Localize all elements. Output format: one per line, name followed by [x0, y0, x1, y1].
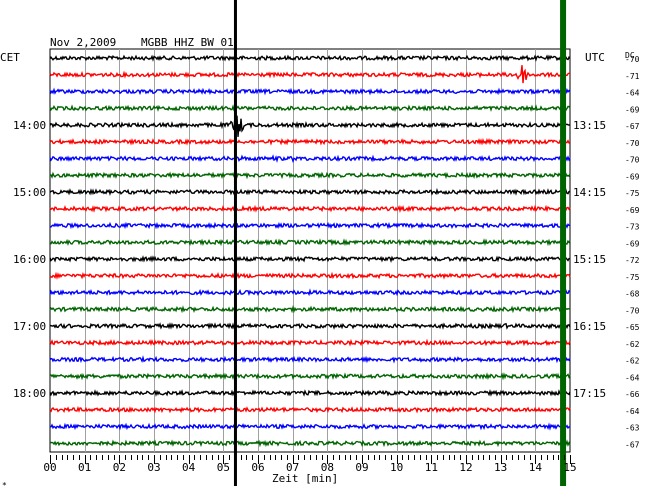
x-tick-label: 07: [286, 461, 299, 474]
dc-value: -65: [625, 323, 640, 332]
left-time-label: 15:00: [13, 186, 46, 199]
x-axis-ticks: 00 01 02 03 04 05 06 07 08 09 10 11 12 13 14 15: [43, 455, 577, 474]
trace-row-8: [49, 171, 571, 180]
chart-date: Nov 2,2009: [50, 36, 116, 49]
x-tick-label: 12: [459, 461, 472, 474]
dc-value: -62: [625, 340, 640, 349]
trace-row-3: [49, 87, 571, 96]
right-timezone-label: UTC: [585, 51, 605, 64]
dc-value: -62: [625, 357, 640, 366]
right-time-label: 13:15: [573, 119, 606, 132]
trace-row-10: [49, 204, 571, 213]
x-tick-label: 08: [321, 461, 334, 474]
left-time-label: 18:00: [13, 387, 46, 400]
dc-value: -71: [625, 72, 640, 81]
trace-row-1: [49, 54, 571, 62]
x-tick-label: 14: [529, 461, 543, 474]
dc-value: -73: [625, 223, 640, 232]
grid: [49, 48, 571, 453]
trace-row-24: [49, 439, 571, 448]
dc-value: -69: [625, 239, 640, 248]
right-time-label: 17:15: [573, 387, 606, 400]
dc-value: -68: [625, 290, 640, 299]
dc-value: -70: [625, 55, 640, 64]
trace-row-15: [49, 288, 571, 297]
dc-value: -67: [625, 122, 640, 131]
left-timezone-label: CET: [0, 51, 20, 64]
row-labels: 14:00 15:00 16:00 17:00 18:00 13:15 14:15 15:15…: [13, 55, 640, 449]
x-tick-label: 10: [390, 461, 403, 474]
trace-row-11: [50, 221, 571, 230]
dc-value: -64: [625, 407, 640, 416]
trace-row-6: [49, 137, 571, 146]
x-tick-label: 01: [78, 461, 91, 474]
right-time-label: 14:15: [573, 186, 606, 199]
x-tick-label: 03: [147, 461, 160, 474]
left-time-label: 14:00: [13, 119, 46, 132]
right-time-label: 15:15: [573, 253, 606, 266]
x-tick-label: 11: [425, 461, 438, 474]
trace-row-5: [49, 115, 571, 137]
left-time-label: 17:00: [13, 320, 46, 333]
dc-value: -70: [625, 139, 640, 148]
dc-value: -69: [625, 105, 640, 114]
trace-row-18: [49, 338, 571, 347]
trace-row-13: [49, 255, 571, 264]
x-axis-label: Zeit [min]: [272, 472, 338, 485]
right-time-label: 16:15: [573, 320, 606, 333]
dc-value: -66: [625, 390, 640, 399]
trace-row-4: [49, 104, 571, 112]
trace-row-20: [49, 372, 571, 381]
dc-value: -75: [625, 273, 640, 282]
trace-row-22: [49, 405, 571, 414]
trace-row-7: [49, 154, 571, 164]
x-tick-label: 13: [494, 461, 507, 474]
dc-value: -64: [625, 89, 640, 98]
dc-value: -63: [625, 424, 640, 433]
dc-value: -72: [625, 256, 640, 265]
x-tick-label: 05: [217, 461, 230, 474]
x-tick-label: 09: [355, 461, 368, 474]
trace-row-12: [49, 238, 571, 247]
trace-row-9: [49, 187, 571, 196]
dc-value: -70: [625, 306, 640, 315]
current-time-bar: [560, 0, 567, 486]
x-tick-label: 02: [113, 461, 126, 474]
dc-value: -69: [625, 206, 640, 215]
trace-row-23: [49, 422, 571, 431]
trace-row-16: [49, 304, 571, 314]
dc-value: -70: [625, 156, 640, 165]
x-tick-label: 04: [182, 461, 196, 474]
dc-value: -69: [625, 172, 640, 181]
x-tick-label: 06: [251, 461, 264, 474]
trace-row-21: [49, 389, 571, 397]
plot-frame: [49, 48, 571, 453]
corner-mark: *: [2, 481, 7, 490]
dc-value: -67: [625, 440, 640, 449]
trace-row-14: [49, 271, 571, 280]
x-tick-label: 15: [563, 461, 576, 474]
trace-row-2: [49, 65, 570, 84]
dc-label: DC: [625, 51, 635, 60]
traces: [49, 0, 571, 486]
left-time-label: 16:00: [13, 253, 46, 266]
trace-row-19: [49, 355, 571, 364]
chart-station: MGBB HHZ BW 01: [141, 36, 234, 49]
x-tick-label: 00: [43, 461, 56, 474]
dc-value: -75: [625, 189, 640, 198]
dc-value: -64: [625, 373, 640, 382]
trace-row-17: [49, 322, 571, 330]
